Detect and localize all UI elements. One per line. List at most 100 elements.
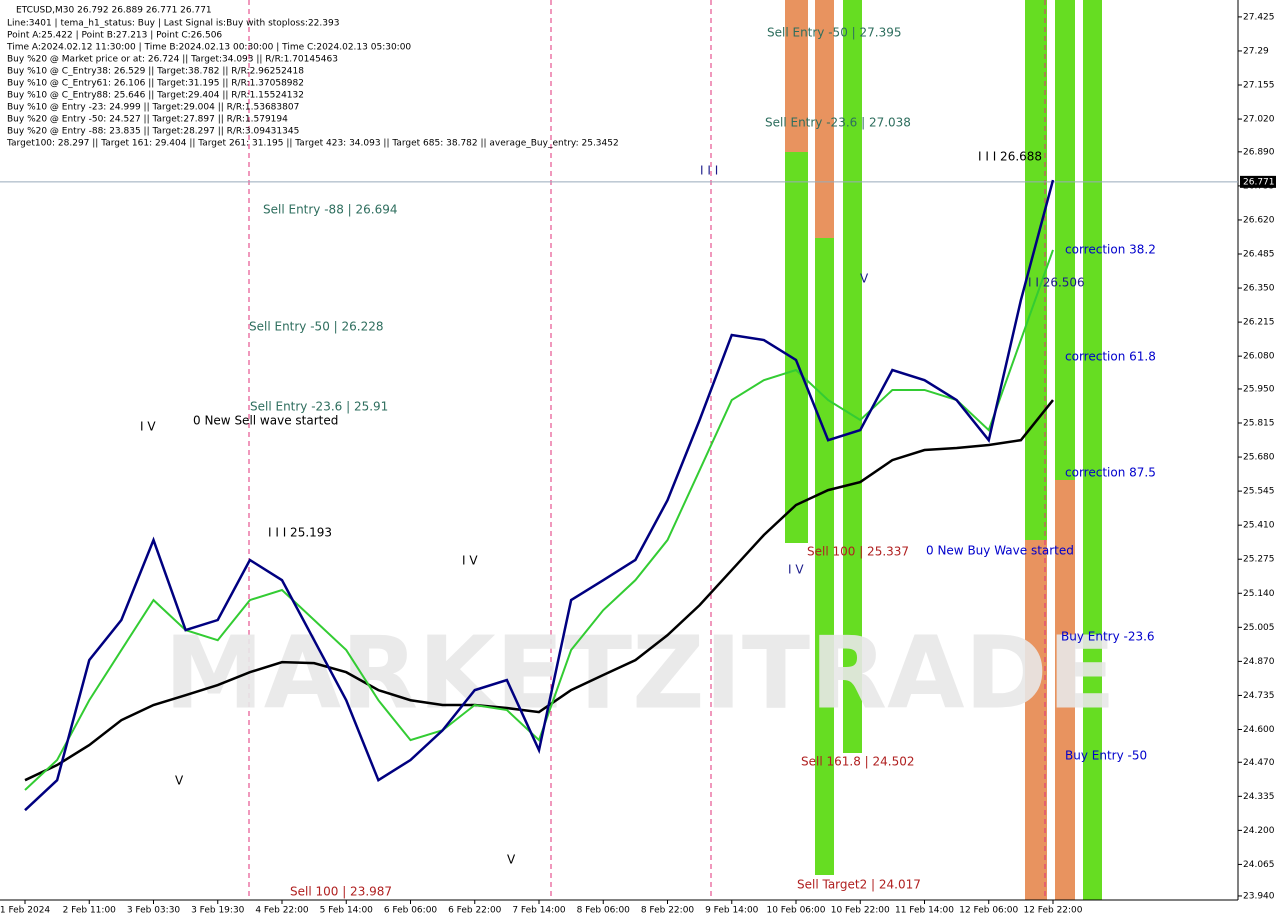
ma-line	[24, 179, 1055, 812]
y-tick-label: 24.200	[1243, 826, 1275, 836]
annotation: V	[507, 853, 516, 867]
annotation: Sell 100 | 23.987	[290, 885, 392, 899]
x-tick-label: 12 Feb 22:00	[1023, 906, 1082, 916]
zone	[815, 0, 834, 238]
annotation: Buy Entry -23.6	[1061, 630, 1155, 644]
info-line: Buy %20 @ Entry -88: 23.835 || Target:28…	[7, 127, 299, 137]
zone	[1083, 0, 1102, 900]
y-tick-label: 27.155	[1243, 81, 1275, 91]
y-tick-label: 25.815	[1243, 419, 1275, 429]
annotation: 0 New Buy Wave started	[926, 544, 1074, 558]
annotation: correction 38.2	[1065, 243, 1156, 257]
y-tick-label: 24.065	[1243, 860, 1275, 870]
y-tick-label: 25.545	[1243, 487, 1275, 497]
x-tick-label: 3 Feb 03:30	[127, 906, 181, 916]
x-tick-label: 5 Feb 14:00	[320, 906, 374, 916]
info-line: Buy %10 @ C_Entry38: 26.529 || Target:38…	[7, 67, 304, 77]
zone	[1055, 480, 1075, 900]
x-tick-label: 7 Feb 14:00	[512, 906, 566, 916]
x-tick-label: 8 Feb 22:00	[641, 906, 695, 916]
x-tick-label: 1 Feb 2024	[0, 906, 50, 916]
annotation: V	[175, 774, 184, 788]
y-tick-label: 26.890	[1243, 147, 1275, 157]
y-tick-label: 25.005	[1243, 623, 1275, 633]
zone	[843, 0, 862, 753]
info-line: Line:3401 | tema_h1_status: Buy | Last S…	[7, 19, 339, 29]
y-tick-label: 25.140	[1243, 589, 1275, 599]
watermark: MARKETZITRADE	[164, 614, 1116, 731]
info-line: Buy %10 @ C_Entry61: 26.106 || Target:31…	[7, 79, 304, 89]
info-line: Buy %20 @ Market price or at: 26.724 || …	[7, 55, 338, 65]
y-tick-label: 26.215	[1243, 318, 1275, 328]
x-tick-label: 6 Feb 22:00	[448, 906, 502, 916]
ma-line	[24, 399, 1054, 782]
y-tick-label: 27.425	[1243, 12, 1275, 22]
annotation: Buy Entry -50	[1065, 749, 1147, 763]
x-tick-label: 10 Feb 22:00	[831, 906, 890, 916]
annotation: I I I 26.688	[978, 150, 1042, 164]
info-line: Buy %10 @ Entry -23: 24.999 || Target:29…	[7, 103, 299, 113]
annotation: Sell Entry -50 | 27.395	[767, 26, 901, 40]
x-tick-label: 4 Feb 22:00	[255, 906, 309, 916]
y-tick-label: 24.335	[1243, 792, 1275, 802]
y-tick-label: 25.275	[1243, 555, 1275, 565]
annotation: Sell Entry -23.6 | 25.91	[250, 400, 388, 414]
zones	[785, 0, 1102, 900]
y-tick-label: 24.600	[1243, 725, 1275, 735]
chart-title: ETCUSD,M30 26.792 26.889 26.771 26.771	[16, 6, 212, 16]
info-line: Buy %20 @ Entry -50: 24.527 || Target:27…	[7, 115, 288, 125]
y-tick-label: 23.940	[1243, 891, 1275, 901]
info-line: Target100: 28.297 || Target 161: 29.404 …	[6, 139, 619, 149]
annotation: I I 26.506	[1028, 276, 1085, 290]
annotation: I I I 25.193	[268, 526, 332, 540]
y-tick-label: 25.950	[1243, 384, 1275, 394]
zone	[785, 0, 808, 152]
info-line: Point A:25.422 | Point B:27.213 | Point …	[7, 31, 222, 41]
y-tick-label: 27.020	[1243, 115, 1275, 125]
x-tick-label: 11 Feb 14:00	[895, 906, 954, 916]
annotation: Sell Target2 | 24.017	[797, 878, 921, 892]
annotation: I V	[140, 420, 156, 434]
annotation: correction 61.8	[1065, 350, 1156, 364]
y-tick-label: 24.735	[1243, 691, 1275, 701]
zone	[815, 238, 834, 875]
annotation: Sell Entry -23.6 | 27.038	[765, 116, 911, 130]
x-tick-label: 10 Feb 06:00	[766, 906, 825, 916]
annotation: I V	[788, 563, 804, 577]
x-tick-label: 2 Feb 11:00	[63, 906, 117, 916]
y-tick-label: 26.485	[1243, 250, 1275, 260]
annotation: Sell Entry -50 | 26.228	[249, 320, 383, 334]
y-tick-label: 24.470	[1243, 758, 1275, 768]
y-tick-label: 26.620	[1243, 215, 1275, 225]
ma-line	[24, 249, 1054, 791]
info-line: Time A:2024.02.12 11:30:00 | Time B:2024…	[6, 43, 411, 53]
zone	[785, 152, 808, 543]
x-tick-label: 12 Feb 06:00	[959, 906, 1018, 916]
annotation: Sell 161.8 | 24.502	[801, 755, 915, 769]
annotation: I I I	[700, 164, 718, 178]
y-tick-label: 25.680	[1243, 453, 1275, 463]
x-tick-label: 8 Feb 06:00	[577, 906, 631, 916]
y-tick-label: 25.410	[1243, 521, 1275, 531]
current-price-box	[1240, 175, 1276, 188]
x-tick-label: 3 Feb 19:30	[191, 906, 245, 916]
x-tick-label: 6 Feb 06:00	[384, 906, 438, 916]
annotation: Sell 100 | 25.337	[807, 545, 909, 559]
annotation: 0 New Sell wave started	[193, 414, 338, 428]
y-tick-label: 26.080	[1243, 352, 1275, 362]
annotation: Sell Entry -88 | 26.694	[263, 203, 397, 217]
session-lines	[248, 0, 1046, 900]
annotation: V	[860, 272, 869, 286]
x-tick-label: 9 Feb 14:00	[705, 906, 759, 916]
current-price-label: 26.771	[1243, 177, 1275, 187]
y-tick-label: 26.350	[1243, 284, 1275, 294]
annotation: I V	[462, 554, 478, 568]
zone	[1025, 0, 1047, 540]
annotation: correction 87.5	[1065, 466, 1156, 480]
zone	[1025, 540, 1047, 900]
info-line: Buy %10 @ C_Entry88: 25.646 || Target:29…	[7, 91, 304, 101]
y-tick-label: 27.29	[1243, 46, 1269, 56]
zone	[1055, 0, 1075, 480]
